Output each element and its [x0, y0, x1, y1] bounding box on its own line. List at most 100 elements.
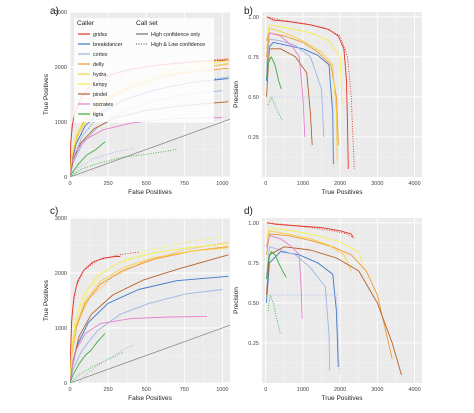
legend-background — [74, 18, 214, 122]
series-group — [266, 16, 355, 170]
y-tick-label: 0.50 — [248, 301, 259, 307]
series-line-breakdancer-high — [266, 41, 334, 165]
panel-2: b) 0 1000 2000 3000 4000 0.25 0.50 0.75 1.00 True … — [233, 6, 422, 196]
series-line-pindel-high — [266, 48, 313, 146]
y-axis-title: Precision — [233, 287, 240, 314]
y-tick-label: 2000 — [55, 271, 67, 277]
x-tick-label: 750 — [180, 181, 189, 187]
series-line-tigra-high-low — [267, 294, 282, 336]
y-tick-label: 1.00 — [248, 221, 259, 227]
x-tick-label: 0 — [68, 181, 71, 187]
series-group — [266, 222, 402, 376]
series-line-lumpy-high-low — [70, 235, 229, 383]
series-line-tigra-high-low — [267, 96, 283, 122]
y-tick-label: 0.75 — [248, 55, 259, 61]
series-line-cortex-high — [266, 38, 325, 138]
x-tick-label: 4000 — [408, 181, 420, 187]
series-line-delly-high — [266, 233, 393, 360]
series-line-pindel-high — [266, 246, 402, 376]
y-axis-title: True Positives — [43, 279, 50, 321]
series-line-socrates-high — [70, 315, 208, 383]
series-line-cortex-high-low — [266, 294, 341, 376]
x-tick-label: 250 — [104, 181, 113, 187]
y-tick-label: 2000 — [55, 65, 67, 71]
series-line-gridss-high — [266, 222, 354, 238]
y-tick-label: 3000 — [55, 10, 67, 16]
x-axis-title: False Positives — [128, 189, 172, 196]
x-tick-label: 500 — [142, 181, 151, 187]
panel-4: d) 0 1000 2000 3000 4000 0.25 0.50 0.75 1.00 True … — [233, 206, 422, 402]
series-line-hydra-high — [266, 230, 352, 272]
y-tick-label: 1.00 — [248, 15, 259, 21]
reference-diagonal-line — [70, 324, 230, 383]
series-line-tigra-high — [70, 333, 106, 383]
y-axis-title: Precision — [233, 81, 240, 108]
series-line-tigra-high — [266, 251, 287, 279]
legend-callset-title: Call set — [136, 20, 158, 27]
x-tick-label: 1000 — [216, 181, 228, 187]
y-tick-label: 0 — [64, 381, 67, 387]
series-line-lumpy-high — [266, 227, 363, 265]
x-tick-label: 750 — [180, 387, 189, 393]
series-line-tigra-high-low — [70, 351, 124, 383]
legend-label-pindel: pindel — [93, 92, 107, 98]
series-line-socrates-high — [266, 32, 306, 138]
legend-label-gridss: gridss — [93, 32, 107, 38]
legend-label-tigra: tigra — [93, 112, 103, 118]
series-line-delly-high-low — [70, 241, 229, 383]
y-tick-label: 0.25 — [248, 135, 259, 141]
legend-label-cortex: cortex — [93, 52, 108, 58]
x-axis-title: True Positives — [322, 189, 364, 196]
series-line-tigra-high — [70, 141, 106, 177]
series-line-socrates-high — [266, 235, 303, 319]
panel-3: c) 0 250 500 750 1000 0 1000 2000 3000 False Posit… — [43, 206, 230, 402]
y-axis-title: True Positives — [43, 73, 50, 115]
y-tick-label: 0.75 — [248, 261, 259, 267]
series-line-cortex-high — [266, 246, 331, 371]
panel-label: a) — [50, 6, 59, 17]
x-tick-label: 0 — [68, 387, 71, 393]
panel-label: c) — [50, 206, 58, 217]
legend-label-delly: delly — [93, 62, 104, 68]
x-tick-label: 1000 — [297, 387, 309, 393]
x-tick-label: 500 — [142, 387, 151, 393]
x-tick-label: 0 — [264, 387, 267, 393]
x-axis-title: True Positives — [322, 395, 364, 402]
series-line-cortex-high-low — [266, 96, 335, 170]
legend: Caller gridss breakdancer cortex delly hydra l… — [74, 18, 214, 122]
y-tick-label: 1000 — [55, 120, 67, 126]
x-tick-label: 250 — [104, 387, 113, 393]
series-line-hydra-high — [266, 27, 338, 162]
x-tick-label: 3000 — [371, 387, 383, 393]
x-tick-label: 2000 — [334, 387, 346, 393]
series-line-gridss-high-low — [267, 16, 355, 170]
series-line-lumpy-high — [70, 243, 229, 383]
series-line-gridss-high-low — [267, 222, 356, 240]
series-group — [70, 235, 230, 383]
y-tick-label: 0.25 — [248, 341, 259, 347]
series-line-gridss-high-low — [70, 58, 229, 177]
x-tick-label: 0 — [264, 181, 267, 187]
x-tick-label: 1000 — [297, 181, 309, 187]
legend-caller-title: Caller — [77, 20, 95, 27]
panel-label: b) — [244, 6, 253, 17]
panel-label: d) — [244, 206, 253, 217]
y-tick-label: 1000 — [55, 326, 67, 332]
x-axis-title: False Positives — [128, 395, 172, 402]
y-tick-label: 0.50 — [248, 95, 259, 101]
series-line-gridss-high-low — [70, 251, 139, 383]
legend-label-socrates: socrates — [93, 102, 113, 108]
series-line-tigra-high — [266, 56, 282, 90]
y-tick-label: 3000 — [55, 216, 67, 222]
legend-label-breakdancer: breakdancer — [93, 42, 123, 48]
reference-diagonal-line — [70, 118, 230, 177]
series-line-gridss-high — [70, 256, 121, 383]
x-tick-label: 1000 — [216, 387, 228, 393]
x-tick-label: 2000 — [334, 181, 346, 187]
y-tick-label: 0 — [64, 175, 67, 181]
plot-background — [262, 218, 422, 383]
legend-label-hydra: hydra — [93, 72, 106, 78]
legend-callset-label: High confidence only — [151, 32, 201, 38]
series-line-lumpy-high — [266, 24, 343, 105]
